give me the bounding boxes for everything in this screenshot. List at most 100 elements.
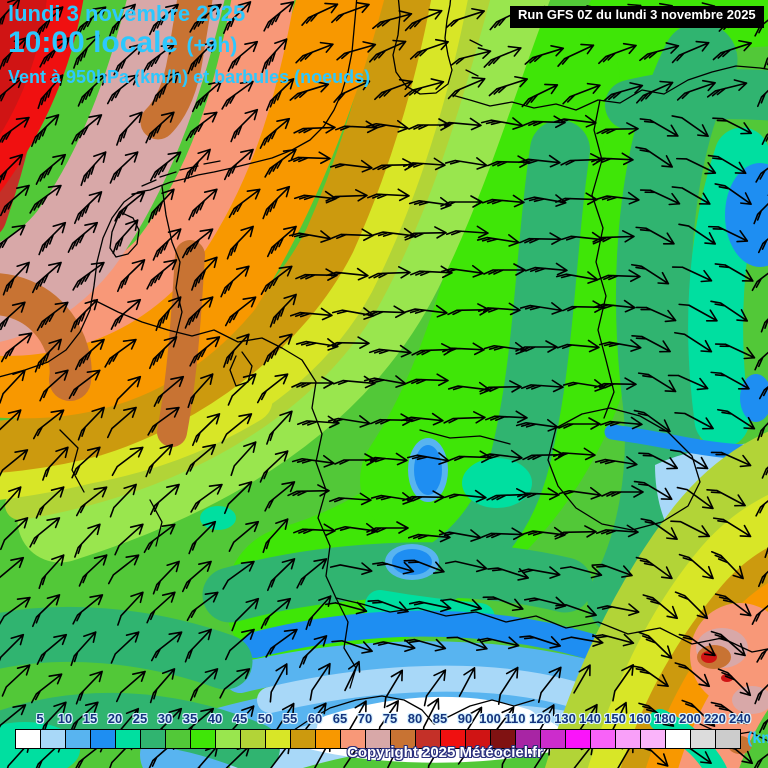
wind-barb <box>440 264 484 278</box>
wind-barb <box>37 74 64 110</box>
wind-barb <box>226 225 254 260</box>
wind-barb <box>444 559 488 573</box>
scale-box <box>215 729 241 749</box>
wind-barb <box>487 567 530 581</box>
wind-barb <box>230 108 259 143</box>
wind-barb <box>372 639 416 653</box>
wind-barb <box>0 224 26 255</box>
scale-box <box>615 729 641 749</box>
wind-barb <box>0 449 29 480</box>
wind-barb <box>591 152 634 166</box>
wind-barb <box>714 343 756 360</box>
wind-barb <box>185 443 217 475</box>
wind-barb <box>301 2 339 26</box>
wind-barb <box>181 228 214 259</box>
wind-barb <box>187 40 216 75</box>
wind-barb <box>558 417 601 430</box>
wind-barb <box>191 80 222 113</box>
wind-barb <box>327 415 371 428</box>
wind-barb <box>109 483 137 518</box>
scale-tick-label: 100 <box>479 711 501 726</box>
wind-barb <box>409 38 449 60</box>
wind-barb <box>480 117 524 130</box>
wind-barb <box>189 668 219 702</box>
wind-barb <box>554 525 597 538</box>
wind-barb <box>612 664 634 702</box>
wind-barb <box>714 183 752 205</box>
wind-barb <box>68 369 101 400</box>
wind-barb <box>0 409 22 442</box>
wind-barb <box>402 157 446 171</box>
wind-barb <box>289 307 333 321</box>
wind-barb <box>488 75 529 97</box>
wind-barb <box>291 376 334 389</box>
wind-barb <box>186 591 219 622</box>
scale-tick-label: 30 <box>157 711 173 726</box>
wind-barb <box>714 263 754 282</box>
wind-barb <box>678 303 718 322</box>
wind-barb <box>298 635 328 669</box>
scale-tick-label: 40 <box>207 711 223 726</box>
wind-barb <box>331 228 374 242</box>
scale-tick-label: 180 <box>654 711 676 726</box>
wind-barb <box>366 521 409 534</box>
wind-barb <box>487 155 530 168</box>
scale-tick-label: 15 <box>82 711 98 726</box>
wind-barb <box>305 595 332 631</box>
wind-barb <box>404 78 445 98</box>
wind-barb <box>187 373 214 409</box>
wind-barb <box>367 188 410 202</box>
wind-barb <box>558 486 602 500</box>
wind-barb <box>633 480 673 501</box>
wind-barb <box>635 80 674 104</box>
wind-barb <box>524 262 568 276</box>
wind-barb <box>710 371 750 390</box>
wind-barb <box>329 562 373 576</box>
scale-box <box>690 729 716 749</box>
wind-barb <box>78 554 108 587</box>
wind-barb <box>638 631 673 659</box>
wind-barb <box>113 43 143 76</box>
wind-barb <box>287 484 330 497</box>
wind-barb <box>266 225 297 258</box>
wind-barb <box>38 221 67 256</box>
wind-barb <box>260 265 293 296</box>
wind-barb <box>598 269 641 283</box>
wind-barb <box>293 523 336 537</box>
wind-barb <box>183 707 215 739</box>
wind-barb <box>642 594 679 620</box>
wind-barb <box>220 265 250 298</box>
scale-box <box>565 729 591 749</box>
wind-barb <box>114 191 146 222</box>
wind-barb <box>328 492 372 506</box>
wind-barb <box>442 342 485 356</box>
wind-barb <box>188 520 217 555</box>
wind-barb <box>188 188 218 221</box>
wind-barb <box>224 296 257 327</box>
scale-box <box>640 729 666 749</box>
wind-barb <box>150 631 183 662</box>
wind-barb <box>707 225 749 243</box>
wind-barb <box>75 670 103 705</box>
wind-barb <box>0 369 26 404</box>
scale-tick-label: 160 <box>629 711 651 726</box>
wind-barb <box>599 416 643 430</box>
wind-barb <box>71 114 103 145</box>
scale-tick-label: 55 <box>282 711 298 726</box>
wind-barb <box>295 268 338 281</box>
wind-barb <box>678 633 716 657</box>
wind-barb <box>152 228 182 261</box>
scale-box <box>140 729 166 749</box>
wind-barb <box>116 111 143 146</box>
wind-barb <box>74 523 101 558</box>
scale-box <box>540 729 566 749</box>
wind-barb <box>438 529 482 542</box>
wind-barb <box>189 336 221 367</box>
wind-barb <box>483 45 522 68</box>
scale-tick-label: 35 <box>182 711 198 726</box>
wind-barb <box>107 554 140 585</box>
wind-barb <box>113 375 142 410</box>
wind-barb <box>39 369 69 402</box>
